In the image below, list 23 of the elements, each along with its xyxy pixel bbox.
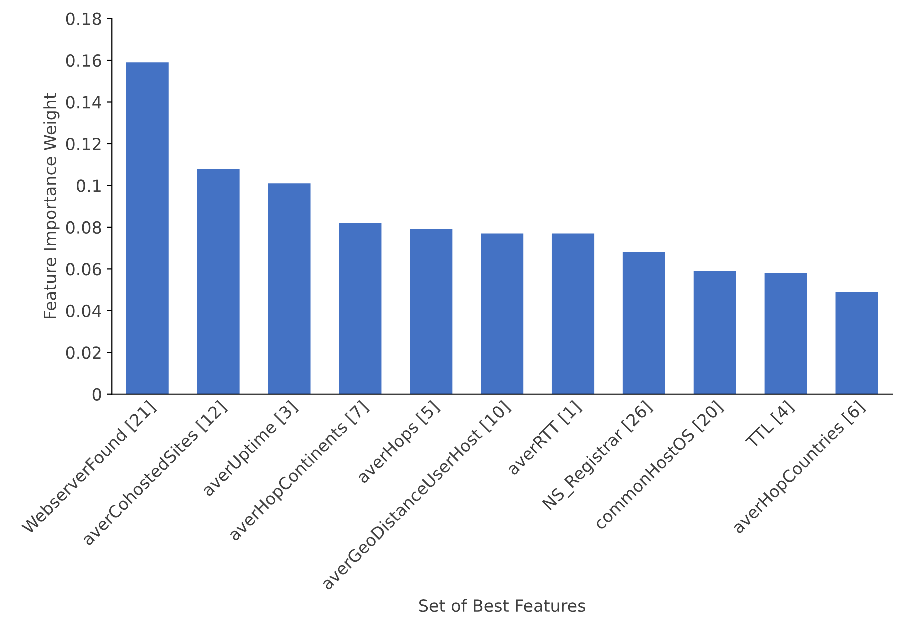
y-tick-label: 0.14 bbox=[66, 96, 102, 109]
bar bbox=[339, 223, 382, 394]
y-tick-label: 0.16 bbox=[66, 54, 102, 68]
bar bbox=[197, 169, 240, 394]
y-tick-label: 0.08 bbox=[66, 221, 102, 234]
bar bbox=[694, 271, 736, 394]
bar bbox=[764, 273, 808, 394]
bar bbox=[268, 184, 311, 394]
y-tick-label: 0.12 bbox=[66, 138, 101, 151]
bar bbox=[552, 234, 595, 394]
bar bbox=[836, 292, 878, 394]
y-tick-label: 0.06 bbox=[66, 263, 102, 276]
bar bbox=[481, 234, 524, 394]
bar bbox=[410, 230, 453, 394]
y-tick-label: 0.04 bbox=[66, 304, 102, 318]
x-axis-title: Set of Best Features bbox=[419, 599, 586, 612]
bar bbox=[126, 62, 169, 394]
y-tick-label: 0.1 bbox=[76, 180, 101, 192]
y-tick-label: 0.02 bbox=[66, 346, 101, 360]
bar bbox=[622, 252, 666, 394]
y-axis-title: Feature Importance Weight bbox=[44, 93, 60, 319]
y-tick-label: 0.18 bbox=[66, 12, 102, 26]
y-tick-label: 0 bbox=[92, 388, 102, 401]
